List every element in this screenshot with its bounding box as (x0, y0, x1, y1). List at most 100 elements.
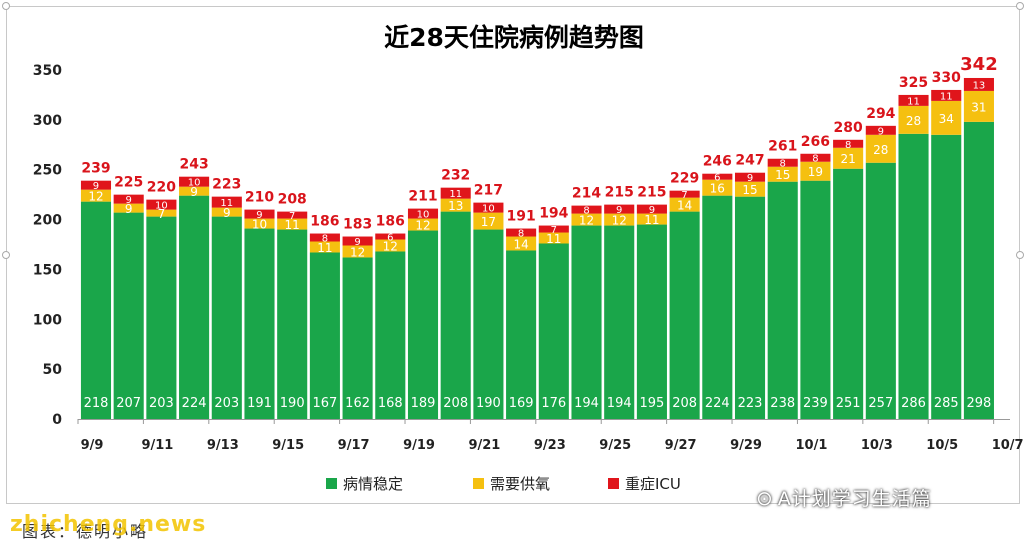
bar-icu (669, 190, 700, 198)
x-axis: 9/9 9/11 9/13 9/15 9/17 9/19 9/21 9/23 9/25 9/27 9… (77, 419, 1024, 453)
label-total: 186 (310, 214, 339, 230)
x-tick-label: 9/17 (338, 438, 370, 453)
x-tick-label: 10/5 (926, 438, 958, 453)
bar-oxygen (440, 198, 471, 212)
legend-label: 重症ICU (625, 475, 681, 493)
bar-stable (440, 211, 471, 419)
y-tick-label: 50 (43, 362, 63, 378)
bar-stable (833, 168, 864, 419)
label-stable: 168 (378, 396, 403, 411)
x-tick-label: 9/27 (665, 438, 697, 453)
label-icu: 9 (616, 205, 622, 216)
label-oxygen: 15 (742, 183, 757, 197)
bar-icu (833, 139, 864, 148)
bar-icu (636, 204, 667, 214)
bars (80, 77, 994, 420)
bar-icu (865, 125, 896, 135)
data-labels: 2181292392079922520371022022491024320391… (81, 54, 997, 411)
bar-oxygen (146, 209, 177, 217)
label-stable: 223 (738, 396, 763, 411)
label-oxygen: 11 (546, 232, 561, 246)
label-oxygen: 14 (513, 238, 528, 252)
y-tick-label: 300 (33, 113, 62, 129)
label-stable: 224 (182, 396, 207, 411)
label-icu: 6 (714, 173, 720, 184)
x-tick-label: 9/11 (141, 438, 173, 453)
label-total: 215 (637, 185, 666, 201)
label-stable: 190 (476, 396, 501, 411)
y-tick-label: 250 (33, 163, 62, 179)
bar-oxygen (375, 239, 406, 252)
label-total: 261 (768, 139, 797, 155)
bar-oxygen (506, 236, 537, 251)
label-stable: 286 (901, 396, 926, 411)
label-total: 210 (245, 190, 274, 206)
label-icu: 7 (289, 211, 295, 222)
bar-icu (931, 89, 962, 101)
bar-icu (80, 180, 112, 190)
label-icu: 9 (354, 237, 360, 248)
site-watermark: zhicheng.news (10, 512, 207, 537)
label-total: 191 (506, 209, 535, 225)
label-total: 208 (278, 192, 307, 208)
bar-oxygen (113, 203, 144, 213)
bar-stable (669, 211, 700, 419)
bar-icu (963, 77, 994, 91)
bar-stable (146, 216, 177, 419)
label-total: 325 (899, 75, 928, 91)
label-icu: 6 (387, 233, 393, 244)
resize-handle-top-right[interactable] (1016, 2, 1024, 10)
label-stable: 190 (280, 396, 305, 411)
label-total: 266 (801, 134, 830, 150)
bar-oxygen (702, 179, 733, 196)
label-oxygen: 28 (873, 143, 888, 157)
label-stable: 176 (541, 396, 566, 411)
legend-label: 需要供氧 (490, 475, 551, 493)
bar-icu (113, 194, 144, 204)
label-oxygen: 16 (710, 182, 725, 196)
resize-handle-left-middle[interactable] (2, 251, 10, 259)
label-total: 194 (539, 206, 568, 222)
bar-oxygen (80, 189, 112, 202)
label-icu: 9 (878, 126, 884, 137)
x-tick-label: 9/29 (730, 438, 762, 453)
label-stable: 298 (967, 396, 992, 411)
label-oxygen: 15 (775, 168, 790, 182)
label-icu: 9 (93, 181, 99, 192)
legend-swatch (608, 478, 619, 489)
resize-handle-right-middle[interactable] (1016, 251, 1024, 259)
bar-stable (309, 252, 340, 419)
bar-oxygen (309, 241, 340, 253)
bar-oxygen (179, 186, 210, 196)
bar-oxygen (669, 197, 700, 212)
label-stable: 208 (672, 396, 697, 411)
label-oxygen: 12 (383, 239, 398, 253)
label-icu: 7 (551, 225, 557, 236)
label-icu: 8 (322, 234, 328, 245)
legend-item: 需要供氧 (473, 473, 550, 494)
label-oxygen: 11 (285, 218, 300, 232)
bar-stable (211, 216, 242, 419)
label-stable: 194 (574, 396, 599, 411)
bar-oxygen (604, 213, 635, 226)
bar-icu (800, 153, 831, 162)
label-total: 330 (932, 70, 961, 86)
x-tick-label: 9/13 (207, 438, 239, 453)
label-stable: 208 (443, 396, 468, 411)
label-icu: 10 (155, 201, 168, 212)
label-oxygen: 21 (840, 152, 855, 166)
label-oxygen: 11 (317, 241, 332, 255)
bar-stable (407, 230, 439, 419)
label-stable: 203 (214, 396, 239, 411)
label-oxygen: 19 (808, 165, 823, 179)
bar-stable (604, 225, 635, 419)
resize-handle-top-left[interactable] (2, 2, 10, 10)
label-icu: 10 (482, 204, 495, 215)
label-stable: 194 (607, 396, 632, 411)
bar-stable (506, 250, 537, 419)
bar-oxygen (931, 100, 962, 135)
label-total: 243 (179, 157, 208, 173)
wechat-icon: ⊙ (756, 485, 774, 510)
label-stable: 239 (803, 396, 828, 411)
label-oxygen: 28 (906, 114, 921, 128)
